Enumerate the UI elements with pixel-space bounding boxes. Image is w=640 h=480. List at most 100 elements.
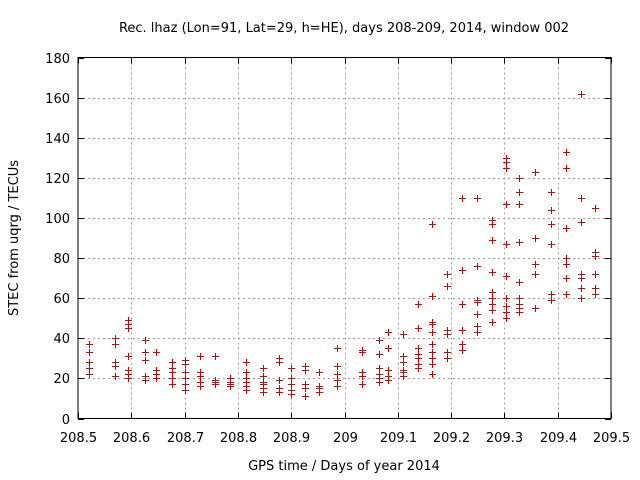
data-point — [516, 295, 523, 302]
data-point — [592, 205, 599, 212]
data-point — [359, 349, 366, 356]
x-tick-label: 208.5 — [60, 431, 97, 446]
data-point — [503, 315, 510, 322]
data-point — [563, 149, 570, 156]
x-tick-label: 208.7 — [167, 431, 204, 446]
data-point — [548, 297, 555, 304]
x-tick-label: 209.4 — [540, 431, 577, 446]
data-point — [489, 307, 496, 314]
data-point — [532, 261, 539, 268]
x-tick-label: 209.2 — [433, 431, 470, 446]
data-point — [444, 331, 451, 338]
data-point — [429, 329, 436, 336]
data-point — [359, 381, 366, 388]
data-point — [532, 235, 539, 242]
x-tick-label: 209.1 — [380, 431, 417, 446]
data-point — [415, 355, 422, 362]
data-point — [415, 345, 422, 352]
data-point — [563, 255, 570, 262]
data-point — [288, 391, 295, 398]
data-point — [532, 271, 539, 278]
data-point — [548, 291, 555, 298]
data-point — [459, 301, 466, 308]
data-point — [334, 345, 341, 352]
data-point — [429, 341, 436, 348]
data-point — [276, 389, 283, 396]
data-point — [125, 353, 132, 360]
data-point — [112, 335, 119, 342]
y-tick-label: 180 — [45, 52, 70, 67]
data-point — [503, 201, 510, 208]
data-point — [376, 337, 383, 344]
data-point — [548, 189, 555, 196]
y-tick-label: 20 — [53, 372, 70, 387]
data-point — [86, 371, 93, 378]
data-point — [532, 169, 539, 176]
data-point — [243, 387, 250, 394]
data-point — [459, 341, 466, 348]
y-tick-label: 120 — [45, 172, 70, 187]
data-point — [563, 275, 570, 282]
data-point — [592, 291, 599, 298]
data-point — [444, 349, 451, 356]
data-point — [516, 201, 523, 208]
data-point — [400, 353, 407, 360]
data-point — [429, 293, 436, 300]
data-point — [474, 323, 481, 330]
data-point — [142, 377, 149, 384]
data-point — [444, 271, 451, 278]
data-point — [86, 349, 93, 356]
data-point — [516, 189, 523, 196]
y-axis-label: STEC from uqrg / TECUs — [7, 160, 22, 316]
y-tick-label: 140 — [45, 132, 70, 147]
grid-lines — [78, 57, 611, 419]
data-point — [142, 357, 149, 364]
data-point — [503, 241, 510, 248]
data-point — [169, 369, 176, 376]
data-point — [182, 387, 189, 394]
data-point — [592, 253, 599, 260]
data-point — [489, 295, 496, 302]
data-point — [86, 341, 93, 348]
data-point — [197, 373, 204, 380]
data-points — [86, 91, 599, 400]
y-tick-label: 0 — [62, 413, 70, 428]
data-point — [415, 365, 422, 372]
data-point — [489, 301, 496, 308]
data-point — [400, 331, 407, 338]
y-tick-label: 40 — [53, 332, 70, 347]
data-point — [563, 225, 570, 232]
data-point — [503, 303, 510, 310]
data-point — [385, 377, 392, 384]
data-point — [182, 361, 189, 368]
data-point — [334, 383, 341, 390]
data-point — [474, 311, 481, 318]
data-point — [503, 159, 510, 166]
data-point — [169, 381, 176, 388]
x-tick-label: 209.5 — [593, 431, 630, 446]
data-point — [86, 359, 93, 366]
data-point — [260, 373, 267, 380]
data-point — [288, 375, 295, 382]
data-point — [474, 263, 481, 270]
data-point — [516, 309, 523, 316]
data-point — [376, 351, 383, 358]
data-point — [153, 375, 160, 382]
data-point — [302, 385, 309, 392]
data-point — [578, 91, 585, 98]
data-point — [516, 175, 523, 182]
data-point — [578, 285, 585, 292]
data-point — [334, 371, 341, 378]
data-point — [334, 363, 341, 370]
data-point — [276, 377, 283, 384]
data-point — [86, 365, 93, 372]
data-point — [459, 327, 466, 334]
data-point — [112, 341, 119, 348]
data-point — [385, 367, 392, 374]
data-point — [459, 347, 466, 354]
x-tick-label: 208.9 — [273, 431, 310, 446]
data-point — [459, 267, 466, 274]
x-tick-label: 208.8 — [220, 431, 257, 446]
y-tick-label: 80 — [53, 252, 70, 267]
